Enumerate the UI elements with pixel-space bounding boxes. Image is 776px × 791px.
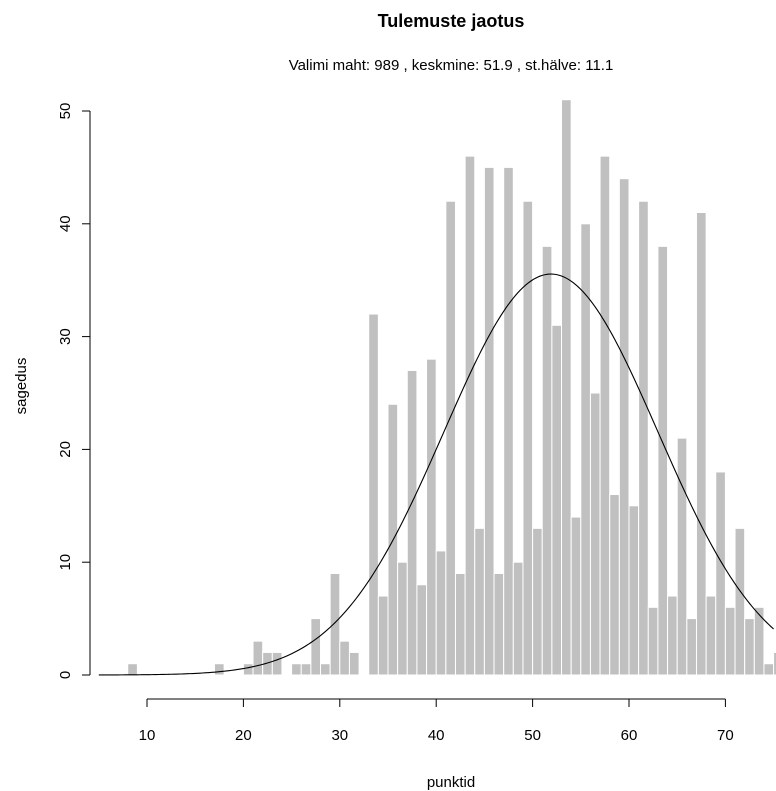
- histogram-bar: [638, 200, 649, 676]
- histogram-bar: [541, 245, 553, 676]
- histogram-bar: [483, 166, 495, 676]
- y-tick-label: 40: [57, 215, 74, 232]
- histogram-bar: [763, 663, 775, 676]
- histogram-bar: [715, 471, 726, 676]
- x-tick-label: 30: [331, 727, 348, 744]
- histogram-bar: [406, 369, 418, 676]
- histogram-bar: [474, 527, 485, 676]
- y-axis: 0 10 20 30 40 50: [57, 103, 91, 679]
- histogram-bar: [291, 663, 302, 676]
- histogram-bar: [348, 651, 360, 676]
- histogram-bar: [647, 606, 659, 676]
- x-axis: 10 20 30 40 50 60 70: [139, 698, 734, 744]
- histogram-bar: [532, 527, 543, 676]
- histogram-bar: [271, 651, 283, 676]
- histogram-bar: [705, 595, 717, 676]
- histogram-bar: [320, 663, 331, 676]
- histogram-bar: [127, 663, 138, 676]
- chart-title: Tulemuste jaotus: [378, 11, 525, 31]
- histogram-bar: [724, 606, 736, 676]
- histogram-bar: [695, 212, 707, 676]
- histogram-bar: [628, 505, 640, 676]
- y-tick-label: 50: [57, 103, 74, 120]
- x-tick-label: 70: [717, 727, 734, 744]
- x-axis-label: punktid: [427, 774, 475, 791]
- y-tick-label: 20: [57, 441, 74, 458]
- x-tick-label: 50: [524, 727, 541, 744]
- y-tick-label: 10: [57, 554, 74, 571]
- y-axis-label: sagedus: [13, 358, 30, 415]
- x-tick-label: 10: [139, 727, 156, 744]
- histogram-bar: [561, 99, 572, 676]
- histogram-bar: [744, 618, 755, 676]
- x-tick-label: 20: [235, 727, 252, 744]
- histogram-bar: [329, 572, 341, 676]
- histogram-bar: [426, 358, 437, 676]
- histogram-bar: [551, 324, 563, 676]
- histogram-bar: [493, 572, 505, 676]
- histogram-bar: [589, 392, 601, 676]
- histogram-bar: [676, 437, 688, 676]
- histogram-bar: [377, 595, 389, 676]
- histogram-bar: [570, 516, 582, 676]
- histogram-bar: [773, 651, 776, 676]
- histogram-bar: [368, 313, 379, 676]
- histogram-bar: [435, 550, 447, 676]
- histogram-bar: [599, 155, 611, 676]
- histogram-bar: [686, 618, 697, 676]
- histogram-bars: [127, 99, 776, 676]
- histogram-bar: [522, 200, 534, 676]
- histogram-bar: [310, 618, 322, 676]
- histogram-bar: [397, 561, 408, 676]
- histogram-bar: [445, 200, 456, 676]
- histogram-bar: [464, 155, 476, 676]
- y-tick-label: 0: [57, 671, 74, 679]
- histogram-bar: [300, 663, 312, 676]
- histogram-bar: [753, 606, 765, 676]
- histogram-bar: [667, 595, 678, 676]
- normal-density-curve: [98, 273, 774, 676]
- histogram-bar: [252, 640, 264, 676]
- histogram-bar: [454, 572, 466, 676]
- histogram-bar: [512, 561, 524, 676]
- histogram-bar: [609, 494, 620, 676]
- histogram-bar: [734, 527, 746, 676]
- x-tick-label: 60: [621, 727, 638, 744]
- histogram-bar: [339, 640, 350, 676]
- histogram-bar: [213, 663, 225, 676]
- histogram-bar: [503, 166, 514, 676]
- y-tick-label: 30: [57, 328, 74, 345]
- x-tick-label: 40: [428, 727, 445, 744]
- histogram-bar: [416, 584, 428, 676]
- histogram-bar: [618, 178, 630, 676]
- chart-subtitle: Valimi maht: 989 , keskmine: 51.9 , st.h…: [289, 57, 614, 74]
- histogram-bar: [242, 663, 254, 676]
- histogram-bar: [657, 245, 669, 676]
